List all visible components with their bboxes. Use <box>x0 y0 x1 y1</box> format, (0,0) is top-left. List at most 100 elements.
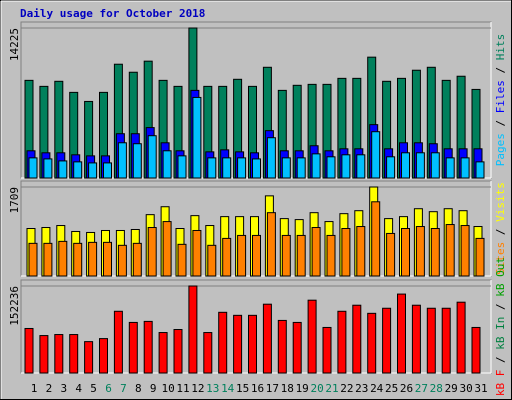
bar <box>266 212 276 277</box>
x-tick-label: 26 <box>400 382 413 395</box>
bar <box>233 314 243 374</box>
bar <box>132 242 142 277</box>
x-tick-label: 8 <box>135 382 142 395</box>
chart-title: Daily usage for October 2018 <box>20 7 205 20</box>
bar <box>58 160 68 179</box>
x-tick-label: 15 <box>236 382 249 395</box>
bar <box>475 237 485 277</box>
x-tick-label: 27 <box>415 382 428 395</box>
bar <box>218 311 228 374</box>
bar <box>401 228 410 277</box>
legend-entry: kB In <box>494 317 507 350</box>
bar <box>296 157 306 179</box>
bar <box>192 229 202 277</box>
bar <box>128 321 138 374</box>
bar <box>117 142 127 179</box>
bar <box>430 152 440 179</box>
bar <box>88 241 98 277</box>
bar <box>445 224 455 277</box>
bar <box>177 243 187 277</box>
bar <box>54 334 64 374</box>
bar <box>103 241 112 277</box>
bar <box>222 157 232 179</box>
bar <box>307 299 317 374</box>
bar <box>113 310 123 374</box>
bar <box>337 310 347 374</box>
y-tick-label: 152236 <box>8 286 21 326</box>
bar <box>173 329 183 374</box>
bar <box>382 307 392 374</box>
bar <box>426 307 436 374</box>
bar <box>326 234 336 277</box>
bar <box>262 303 272 374</box>
bar <box>456 301 466 374</box>
bar <box>326 156 336 179</box>
bar <box>162 221 172 277</box>
legend-entry: Files <box>494 80 507 113</box>
x-tick-label: 7 <box>120 382 127 395</box>
bar <box>371 201 381 277</box>
bar <box>341 154 351 179</box>
bar <box>207 157 217 179</box>
bar <box>311 227 321 277</box>
bar <box>281 157 291 179</box>
bar <box>460 157 470 179</box>
legend-entry: Hits <box>494 34 507 61</box>
bar <box>207 244 217 277</box>
legend-separator: / <box>494 222 507 242</box>
bar <box>143 320 153 374</box>
bar <box>99 338 108 374</box>
x-tick-label: 3 <box>60 382 67 395</box>
bar <box>103 162 112 179</box>
bar <box>445 157 455 179</box>
bar <box>386 232 396 277</box>
x-tick-label: 12 <box>191 382 204 395</box>
bar <box>386 156 396 179</box>
x-tick-label: 9 <box>150 382 157 395</box>
legend: kB F / kB In / kB Out <box>494 257 507 396</box>
x-tick-label: 20 <box>310 382 323 395</box>
x-tick-label: 23 <box>355 382 368 395</box>
x-tick-label: 14 <box>221 382 235 395</box>
x-tick-label: 5 <box>90 382 97 395</box>
x-tick-label: 6 <box>105 382 112 395</box>
bar <box>292 321 302 374</box>
bar <box>177 155 187 179</box>
x-tick-label: 18 <box>281 382 294 395</box>
bar <box>281 234 291 277</box>
x-tick-label: 2 <box>46 382 53 395</box>
bar <box>132 143 142 179</box>
legend-separator: / <box>494 60 507 80</box>
bar <box>471 326 481 374</box>
bar <box>58 240 68 277</box>
legend-entry: kB F <box>494 370 507 397</box>
bar <box>430 228 440 277</box>
bar <box>252 234 261 277</box>
bar <box>415 226 425 277</box>
bar <box>237 234 247 277</box>
bar <box>73 161 83 179</box>
legend-entry: kB Out <box>494 257 507 297</box>
bar <box>401 152 410 179</box>
bar <box>222 237 232 277</box>
bar <box>356 226 366 277</box>
bar <box>266 137 276 179</box>
bar <box>367 312 377 374</box>
bar <box>341 228 351 277</box>
bar <box>158 332 168 374</box>
y-tick-label: 14225 <box>8 28 21 61</box>
x-tick-label: 19 <box>296 382 309 395</box>
bar <box>415 152 425 179</box>
bar <box>311 153 321 179</box>
bar <box>371 131 381 179</box>
bar <box>441 307 451 374</box>
bar <box>73 242 83 277</box>
bar <box>43 158 53 179</box>
bar <box>411 304 421 374</box>
legend-entry: Pages <box>494 133 507 166</box>
x-tick-label: 17 <box>266 382 279 395</box>
x-tick-label: 31 <box>474 382 487 395</box>
bar <box>475 161 485 179</box>
bar <box>322 326 332 374</box>
